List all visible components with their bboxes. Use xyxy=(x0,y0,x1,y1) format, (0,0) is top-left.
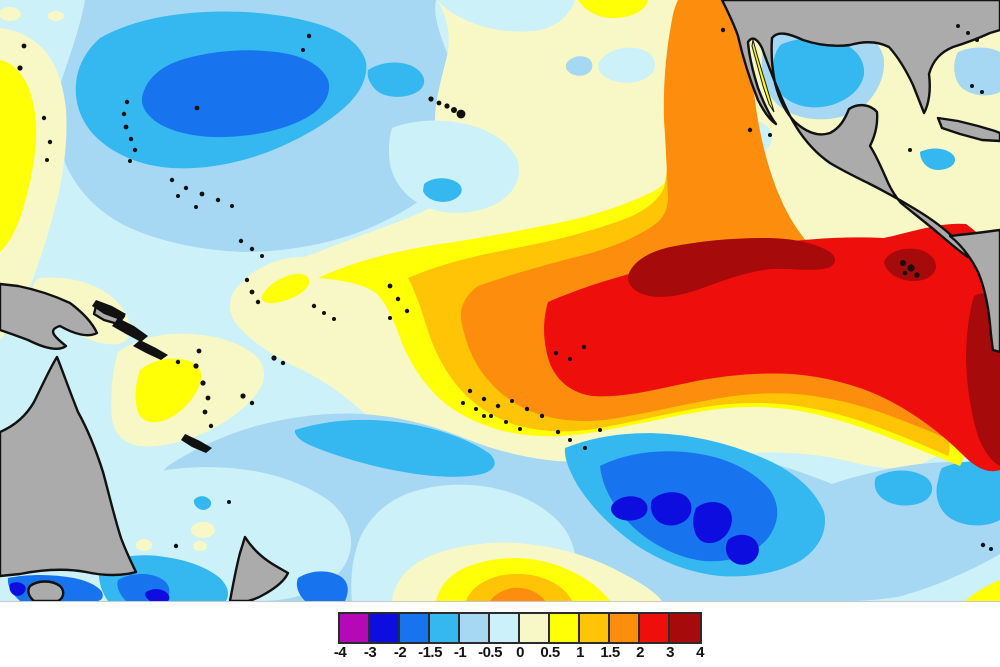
colorbar-tick-label: 2 xyxy=(636,644,644,661)
land-new-zealand xyxy=(228,535,290,601)
colorbar-cell xyxy=(400,614,430,642)
colorbar-tick-label: -4 xyxy=(333,644,347,661)
colorbar-cell xyxy=(370,614,400,642)
land-masses xyxy=(0,0,1000,601)
colorbar-cell xyxy=(520,614,550,642)
colorbar-cell xyxy=(430,614,460,642)
gulf-of-mexico-cool-patch xyxy=(761,24,1000,170)
map-area xyxy=(0,0,1000,602)
colorbar-tick-label: -1 xyxy=(453,644,467,661)
warm-tongue-equatorial xyxy=(318,0,1000,472)
colorbar-tick-label: -1.5 xyxy=(418,644,442,661)
colorbar-cell xyxy=(550,614,580,642)
land-cuba xyxy=(936,116,1000,143)
colorbar-tick-label: 0.5 xyxy=(540,644,560,661)
colorbar-tick-label: -2 xyxy=(393,644,407,661)
land-north-america xyxy=(720,0,1000,259)
colorbar-cell xyxy=(670,614,700,642)
colorbar-cell xyxy=(490,614,520,642)
warm-patch-bottom-center xyxy=(392,542,662,601)
land-tasmania xyxy=(27,580,65,601)
land-new-guinea xyxy=(0,282,99,351)
colorbar-cell xyxy=(460,614,490,642)
color-scale: -4 -3 -2 -1.5 -1 -0.5 0 0.5 1 1.5 2 3 4 xyxy=(334,612,705,664)
colorbar-tick-label: 1 xyxy=(576,644,584,661)
colorbar-tick-label: 1.5 xyxy=(600,644,620,661)
colorbar-tick-label: -3 xyxy=(363,644,377,661)
island-dots xyxy=(17,24,993,551)
colorbar-tick-label: -0.5 xyxy=(478,644,502,661)
colorbar-tick-label: 0 xyxy=(516,644,524,661)
land-south-america xyxy=(948,228,1000,354)
colorbar-cell xyxy=(610,614,640,642)
cold-anomaly-northwest xyxy=(57,0,474,252)
gulf-of-california-warm-strip xyxy=(751,39,775,113)
colorbar-cells xyxy=(338,612,702,644)
land-australia xyxy=(0,355,138,578)
warm-patches-west xyxy=(0,28,335,447)
colorbar-tick-label: 4 xyxy=(696,644,704,661)
colorbar-cell xyxy=(340,614,370,642)
cold-anomaly-south-pacific xyxy=(7,413,1000,601)
colorbar-labels: -4 -3 -2 -1.5 -1 -0.5 0 0.5 1 1.5 2 3 4 xyxy=(334,644,705,664)
colorbar-cell xyxy=(640,614,670,642)
colorbar-cell xyxy=(580,614,610,642)
pacific-sst-anomaly-map xyxy=(0,0,1000,601)
colorbar-tick-label: 3 xyxy=(666,644,674,661)
